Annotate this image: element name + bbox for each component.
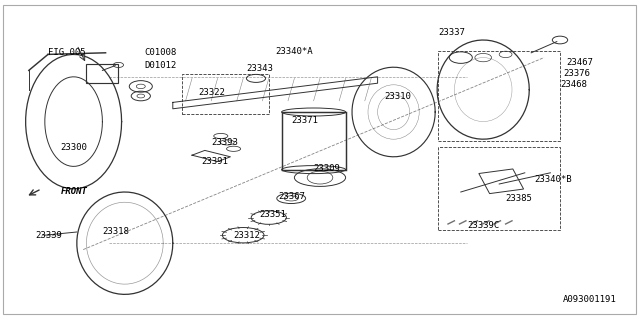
Text: C01008: C01008 bbox=[144, 48, 176, 57]
Text: 23385: 23385 bbox=[506, 194, 532, 203]
Text: FRONT: FRONT bbox=[61, 188, 88, 196]
Text: 23337: 23337 bbox=[438, 28, 465, 36]
Text: 23309: 23309 bbox=[314, 164, 340, 172]
Text: 23322: 23322 bbox=[198, 88, 225, 97]
Text: D01012: D01012 bbox=[144, 61, 176, 70]
Text: A093001191: A093001191 bbox=[563, 295, 617, 304]
Bar bbox=[182, 74, 269, 114]
Text: FIG.005: FIG.005 bbox=[48, 48, 86, 57]
Bar bbox=[438, 51, 560, 141]
Text: 23340*B: 23340*B bbox=[534, 175, 572, 184]
Text: 23468: 23468 bbox=[560, 80, 587, 89]
Bar bbox=[86, 64, 118, 83]
Text: 23312: 23312 bbox=[234, 231, 260, 240]
Text: 23339: 23339 bbox=[35, 231, 62, 240]
Text: 23318: 23318 bbox=[102, 228, 129, 236]
Text: 23300: 23300 bbox=[61, 143, 88, 152]
Text: 23376: 23376 bbox=[563, 69, 590, 78]
Bar bbox=[479, 169, 524, 194]
Text: 23393: 23393 bbox=[211, 138, 238, 147]
Text: 23367: 23367 bbox=[278, 192, 305, 201]
Bar bbox=[438, 147, 560, 230]
Text: 23391: 23391 bbox=[202, 157, 228, 166]
Bar bbox=[282, 112, 346, 170]
Text: 23339C: 23339C bbox=[467, 221, 499, 230]
Text: 23340*A: 23340*A bbox=[275, 47, 313, 56]
Text: 23343: 23343 bbox=[246, 64, 273, 73]
Text: 23351: 23351 bbox=[259, 210, 286, 219]
Text: 23467: 23467 bbox=[566, 58, 593, 67]
Text: 23310: 23310 bbox=[384, 92, 411, 100]
Text: 23371: 23371 bbox=[291, 116, 318, 124]
